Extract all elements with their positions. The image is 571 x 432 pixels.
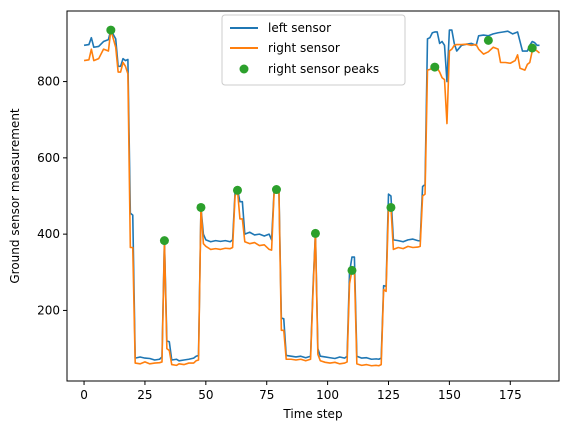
x-tick-label: 150 [438, 388, 461, 402]
x-tick-label: 125 [377, 388, 400, 402]
x-tick-label: 0 [80, 388, 88, 402]
y-tick-label: 800 [37, 75, 60, 89]
peak-point [310, 228, 320, 238]
legend: left sensor right sensor right sensor pe… [221, 14, 406, 86]
legend-label-left-sensor: left sensor [268, 21, 331, 35]
series-layer [83, 29, 541, 367]
peak-point [527, 43, 537, 53]
x-axis: 0 25 50 75 100 125 150 175 [80, 381, 522, 402]
x-tick-label: 175 [499, 388, 522, 402]
markers-layer [106, 25, 537, 275]
plot-frame [66, 10, 560, 382]
peak-point [232, 185, 242, 195]
series-line-right-sensor [83, 29, 541, 367]
y-tick-label: 200 [37, 303, 60, 317]
peak-point [159, 236, 169, 246]
x-tick-label: 75 [259, 388, 274, 402]
x-tick-label: 25 [137, 388, 152, 402]
legend-box [221, 14, 406, 86]
peak-point [347, 265, 357, 275]
y-tick-label: 600 [37, 151, 60, 165]
peak-point [106, 25, 116, 35]
legend-label-right-sensor: right sensor [268, 41, 340, 55]
legend-swatch-right-sensor-peaks [239, 64, 249, 74]
peak-point [483, 35, 493, 45]
peak-point [196, 202, 206, 212]
plot-area [66, 10, 560, 382]
peak-point [386, 202, 396, 212]
peak-point [271, 185, 281, 195]
y-tick-label: 400 [37, 227, 60, 241]
y-axis-label: Ground sensor measurement [8, 108, 22, 284]
peak-point [430, 62, 440, 72]
y-axis: 200 400 600 800 [37, 75, 67, 317]
x-tick-label: 100 [316, 388, 339, 402]
x-tick-label: 50 [198, 388, 213, 402]
x-axis-label: Time step [282, 407, 342, 421]
legend-label-right-sensor-peaks: right sensor peaks [268, 62, 379, 76]
